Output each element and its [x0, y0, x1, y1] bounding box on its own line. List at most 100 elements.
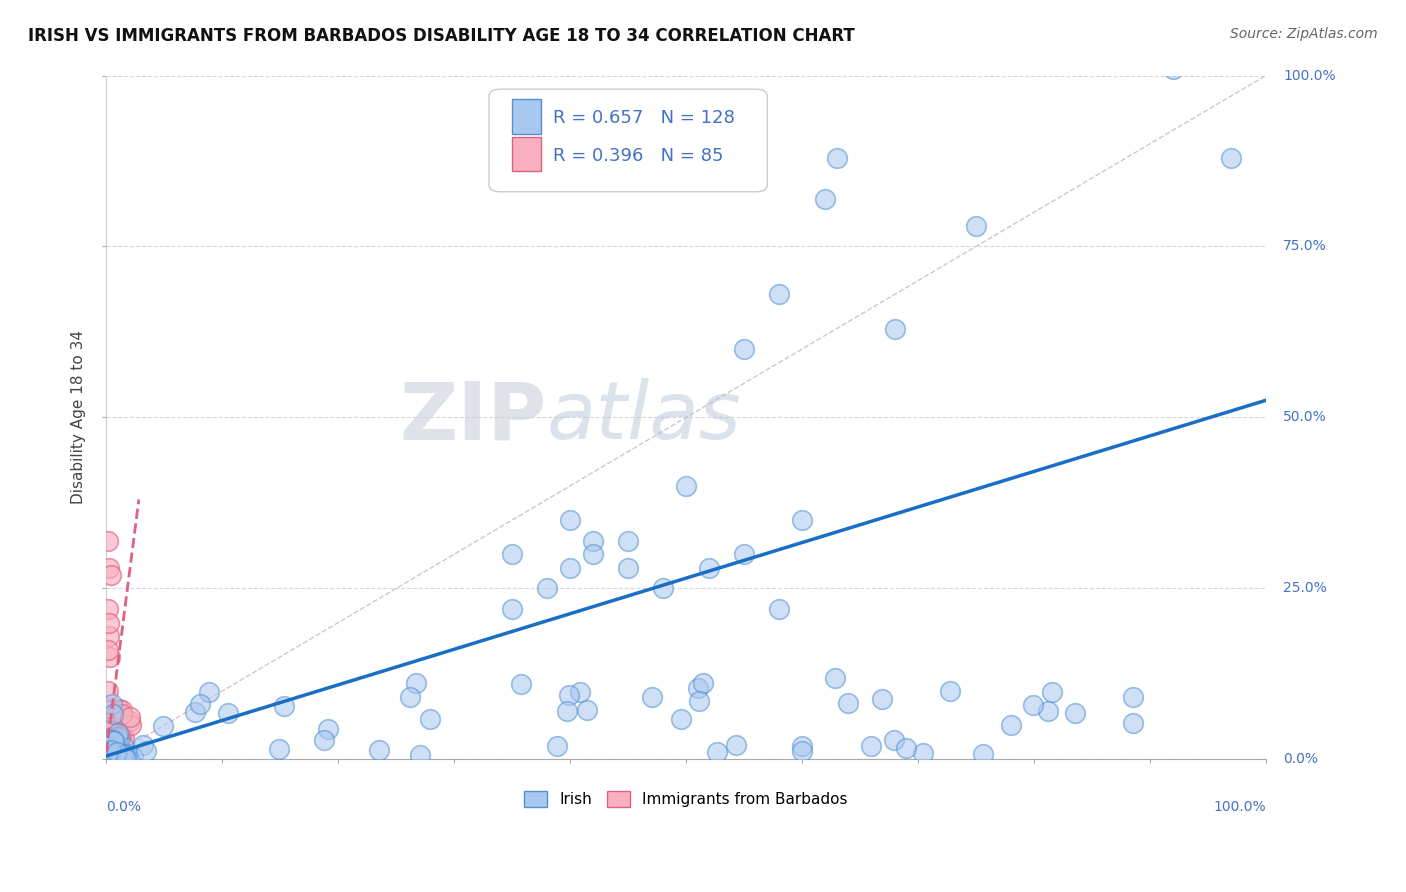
- Point: [883, 732, 905, 747]
- Point: [98, 649, 121, 664]
- Point: [96, 739, 118, 754]
- Point: [97, 731, 120, 745]
- Point: [96, 742, 118, 756]
- Point: [706, 745, 728, 759]
- Point: [409, 748, 432, 763]
- Point: [108, 729, 131, 743]
- Point: [103, 730, 125, 744]
- Point: [96, 643, 118, 657]
- Point: [107, 733, 129, 747]
- Point: [96, 533, 118, 548]
- Point: [107, 743, 129, 757]
- Text: 75.0%: 75.0%: [1284, 239, 1327, 253]
- Point: [98, 751, 121, 765]
- Point: [96, 730, 118, 744]
- Point: [112, 730, 135, 744]
- Point: [675, 479, 697, 493]
- Point: [98, 720, 121, 734]
- Point: [103, 734, 125, 748]
- Point: [104, 747, 127, 762]
- Point: [314, 733, 336, 747]
- Point: [105, 745, 128, 759]
- Point: [97, 744, 120, 758]
- Point: [96, 684, 118, 698]
- Point: [97, 731, 120, 746]
- Point: [560, 561, 582, 575]
- Point: [617, 561, 640, 575]
- Point: [96, 747, 118, 761]
- Point: [107, 734, 129, 748]
- Point: [152, 719, 174, 733]
- Point: [107, 747, 129, 762]
- Point: [1022, 698, 1045, 712]
- Point: [217, 706, 239, 721]
- Point: [692, 675, 714, 690]
- Point: [101, 749, 124, 764]
- Point: [103, 752, 125, 766]
- Point: [368, 742, 391, 756]
- Point: [97, 752, 120, 766]
- Point: [568, 685, 591, 699]
- Point: [114, 748, 136, 763]
- Point: [120, 710, 142, 724]
- Point: [98, 747, 121, 762]
- Point: [110, 707, 132, 722]
- Point: [419, 712, 441, 726]
- Point: [733, 342, 755, 356]
- Point: [98, 739, 121, 754]
- Point: [97, 716, 120, 731]
- Text: 50.0%: 50.0%: [1284, 410, 1327, 425]
- Point: [768, 602, 790, 616]
- Point: [100, 743, 122, 757]
- Point: [101, 750, 124, 764]
- Point: [97, 733, 120, 747]
- Point: [104, 747, 127, 762]
- Point: [582, 547, 605, 561]
- Point: [104, 748, 127, 763]
- Point: [100, 567, 122, 582]
- Point: [98, 743, 121, 757]
- Point: [97, 701, 120, 715]
- Bar: [512, 137, 541, 171]
- Text: 100.0%: 100.0%: [1213, 800, 1265, 814]
- Point: [1063, 706, 1085, 720]
- Point: [96, 752, 118, 766]
- Point: [96, 751, 118, 765]
- Point: [103, 740, 125, 755]
- Point: [97, 748, 120, 763]
- Point: [100, 751, 122, 765]
- Point: [120, 714, 142, 728]
- Point: [269, 742, 291, 756]
- Point: [135, 744, 157, 758]
- Point: [97, 749, 120, 764]
- Point: [398, 690, 420, 705]
- Point: [536, 582, 558, 596]
- Point: [97, 561, 120, 575]
- Point: [104, 705, 127, 719]
- Text: 100.0%: 100.0%: [1284, 69, 1336, 83]
- Point: [107, 725, 129, 739]
- Text: 25.0%: 25.0%: [1284, 582, 1327, 595]
- Point: [104, 745, 127, 759]
- Point: [100, 742, 122, 756]
- Point: [183, 705, 205, 719]
- Point: [651, 582, 673, 596]
- Point: [101, 737, 124, 751]
- Text: Source: ZipAtlas.com: Source: ZipAtlas.com: [1230, 27, 1378, 41]
- Point: [97, 750, 120, 764]
- Point: [790, 744, 813, 758]
- Point: [1036, 704, 1059, 718]
- Point: [792, 739, 814, 754]
- Point: [120, 718, 142, 732]
- Point: [824, 671, 846, 685]
- Point: [96, 744, 118, 758]
- Point: [501, 602, 523, 616]
- Text: 0.0%: 0.0%: [1284, 752, 1319, 766]
- Point: [98, 737, 121, 751]
- Text: ZIP: ZIP: [399, 378, 547, 457]
- Point: [1161, 62, 1184, 76]
- Point: [1040, 685, 1063, 699]
- Point: [97, 751, 120, 765]
- Point: [101, 745, 124, 759]
- Point: [96, 739, 118, 754]
